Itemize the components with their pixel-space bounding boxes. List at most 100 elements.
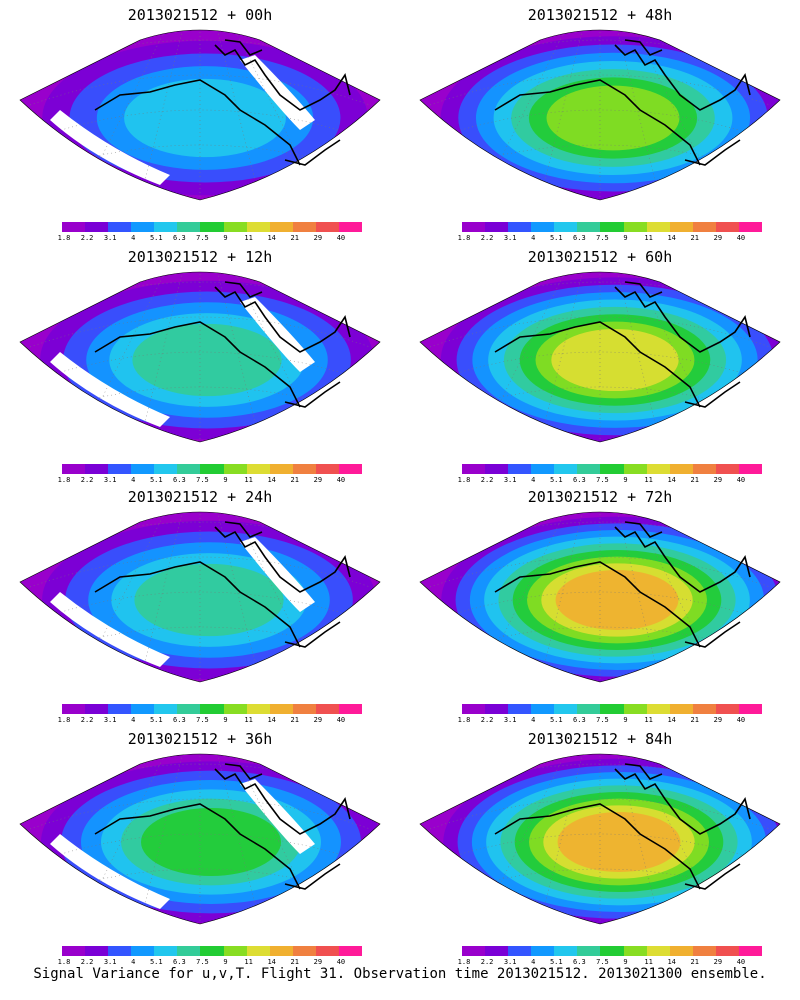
colorbar-tick-label: 2.2: [480, 716, 494, 724]
colorbar-tick-label: 29: [313, 716, 323, 724]
map-panel-60h: 2013021512 + 60h 1.8 2.2 3.1 4 5.1 6.3 7.5 9 11 1…: [400, 242, 800, 484]
colorbar-segment: [177, 946, 201, 956]
map-panel-72h: 2013021512 + 72h 1.8 2.2 3.1 4 5.1 6.3 7.5 9 11 1…: [400, 482, 800, 724]
colorbar-segment: [154, 464, 178, 474]
colorbar-ticks: 1.8 2.2 3.1 4 5.1 6.3 7.5 9 11 14 21 29 40: [58, 234, 362, 244]
map-boundary: [19, 753, 381, 925]
colorbar-tick-label: 3.1: [103, 958, 117, 966]
colorbar-ticks: 1.8 2.2 3.1 4 5.1 6.3 7.5 9 11 14 21 29 40: [458, 476, 762, 486]
colorbar-segment: [269, 222, 293, 232]
colorbar-segment: [600, 222, 624, 232]
colorbar-tick-label: 9: [623, 476, 628, 484]
colorbar-segment: [715, 946, 739, 956]
colorbar-segment: [62, 704, 86, 714]
colorbar-segment: [62, 946, 86, 956]
colorbar-tick-label: 1.8: [57, 476, 71, 484]
colorbar-segment: [715, 464, 739, 474]
panel-title: 2013021512 + 72h: [527, 488, 673, 506]
colorbar-tick-label: 3.1: [503, 958, 517, 966]
colorbar-segment: [131, 704, 155, 714]
variance-field: [20, 512, 380, 682]
panel-title: 2013021512 + 24h: [127, 488, 273, 506]
colorbar-segment: [85, 704, 109, 714]
colorbar-segment: [554, 222, 578, 232]
colorbar-segment: [223, 464, 247, 474]
colorbar-tick-label: 21: [290, 716, 299, 724]
colorbar-segment: [62, 222, 86, 232]
colorbar-segment: [223, 222, 247, 232]
colorbar-tick-label: 21: [290, 476, 299, 484]
colorbar-tick-label: 3.1: [103, 716, 117, 724]
coastline: [94, 39, 351, 166]
colorbar-segment: [600, 464, 624, 474]
colorbar-segment: [315, 704, 339, 714]
colorbar-segment: [462, 464, 486, 474]
colorbar-tick-label: 40: [336, 716, 346, 724]
colorbar-tick-label: 9: [223, 958, 228, 966]
colorbar-segment: [85, 946, 109, 956]
panel-title: 2013021512 + 84h: [527, 730, 673, 748]
colorbar-segment: [508, 704, 532, 714]
map-panel-24h: 2013021512 + 24h 1.8 2.2 3.1 4 5.1 6.3 7.5 9 11 1…: [0, 482, 400, 724]
colorbar-segment: [508, 464, 532, 474]
colorbar-tick-label: 11: [644, 234, 653, 242]
colorbar-tick-label: 4: [531, 958, 536, 966]
coastline: [494, 521, 751, 648]
colorbar-tick-label: 9: [623, 958, 628, 966]
colorbar-tick-label: 2.2: [480, 958, 494, 966]
colorbar-tick-label: 14: [267, 716, 276, 724]
colorbar-tick-label: 9: [223, 716, 228, 724]
colorbar-segment: [531, 946, 555, 956]
map-boundary: [19, 271, 381, 443]
colorbar-tick-label: 21: [690, 958, 699, 966]
colorbar-tick-label: 4: [131, 716, 136, 724]
colorbar-tick-label: 5.1: [149, 716, 163, 724]
colorbar-ticks: 1.8 2.2 3.1 4 5.1 6.3 7.5 9 11 14 21 29 40: [458, 958, 762, 968]
colorbar-segment: [108, 222, 132, 232]
colorbar-segment: [485, 222, 509, 232]
colorbar-segment: [177, 704, 201, 714]
colorbar-segment: [646, 946, 670, 956]
colorbar-tick-label: 2.2: [80, 234, 94, 242]
colorbar-segment: [692, 704, 716, 714]
colorbar-tick-label: 6.3: [173, 234, 186, 242]
colorbar-tick-label: 3.1: [103, 234, 117, 242]
colorbar-tick-label: 2.2: [480, 476, 494, 484]
colorbar-tick-label: 6.3: [573, 234, 586, 242]
colorbar-tick-label: 5.1: [549, 234, 563, 242]
colorbar-tick-label: 5.1: [549, 716, 563, 724]
colorbar-tick-label: 9: [223, 476, 228, 484]
colorbar-segment: [577, 704, 601, 714]
colorbar-tick-label: 7.5: [596, 716, 609, 724]
variance-map: [19, 511, 381, 683]
colorbar-segment: [715, 222, 739, 232]
colorbar-tick-label: 29: [313, 958, 323, 966]
colorbar: [62, 464, 363, 474]
colorbar-tick-label: 29: [713, 234, 723, 242]
colorbar: [62, 704, 363, 714]
colorbar-ticks: 1.8 2.2 3.1 4 5.1 6.3 7.5 9 11 14 21 29 40: [58, 958, 362, 968]
panel-title: 2013021512 + 00h: [127, 6, 273, 24]
colorbar-segment: [246, 704, 270, 714]
map-boundary: [419, 511, 781, 683]
colorbar-tick-label: 6.3: [173, 476, 186, 484]
colorbar-segment: [669, 464, 693, 474]
colorbar-segment: [292, 946, 316, 956]
colorbar-tick-label: 29: [713, 958, 723, 966]
colorbar-tick-label: 11: [244, 716, 253, 724]
map-boundary: [419, 271, 781, 443]
colorbar-segment: [292, 222, 316, 232]
colorbar-segment: [338, 464, 363, 474]
colorbar-tick-label: 40: [336, 476, 346, 484]
colorbar-tick-label: 29: [313, 234, 323, 242]
colorbar-segment: [131, 464, 155, 474]
colorbar-segment: [646, 704, 670, 714]
colorbar: [462, 946, 763, 956]
colorbar-segment: [623, 222, 647, 232]
colorbar-tick-label: 5.1: [149, 234, 163, 242]
colorbar-segment: [531, 464, 555, 474]
colorbar-segment: [554, 464, 578, 474]
colorbar-segment: [646, 464, 670, 474]
colorbar: [62, 946, 363, 956]
colorbar-segment: [154, 946, 178, 956]
